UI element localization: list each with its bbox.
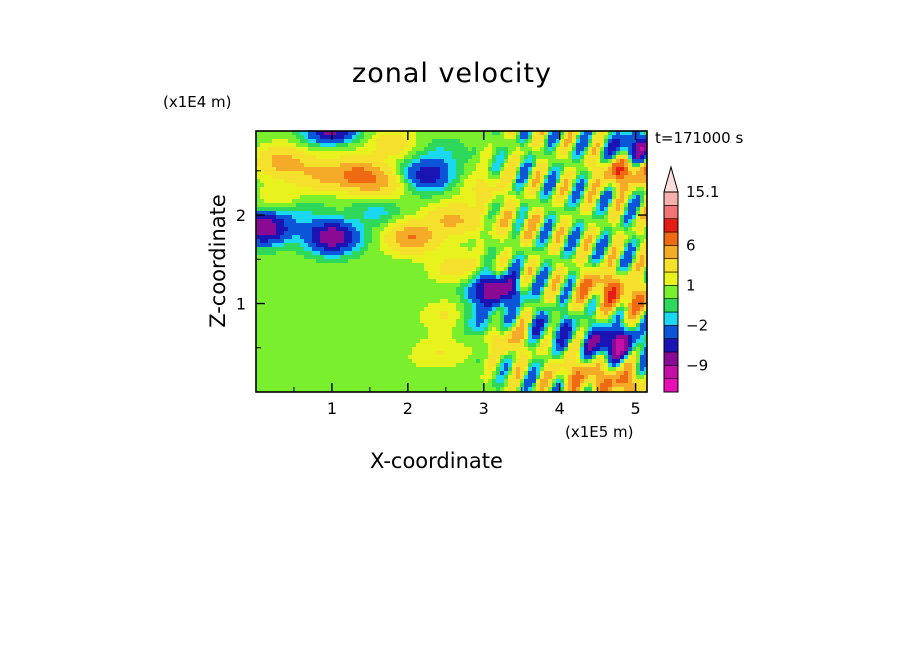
colorbar-segment (663, 191, 679, 206)
plot-frame (255, 130, 648, 393)
heatmap-field (256, 131, 647, 392)
colorbar: 15.1 6 1 −2 −9 (663, 165, 719, 393)
axes: 1 2 3 4 5 1 2 (236, 131, 647, 418)
colorbar-tick-label: 1 (686, 276, 696, 294)
colorbar-segment (663, 338, 679, 353)
colorbar-border (663, 191, 679, 393)
x-tick-label: 3 (479, 399, 489, 418)
chart-title: zonal velocity (352, 58, 552, 89)
colorbar-segment (663, 218, 679, 233)
colorbar-extend-arrow (663, 165, 679, 193)
x-tick-label: 1 (327, 399, 337, 418)
time-label: t=171000 s (655, 129, 744, 147)
colorbar-segment (663, 231, 679, 246)
colorbar-segment (663, 365, 679, 379)
colorbar-tick-label: 6 (686, 236, 696, 254)
x-tick-label: 5 (631, 399, 641, 418)
colorbar-segment (663, 325, 679, 339)
colorbar-segment (663, 311, 679, 326)
y-tick-label: 1 (236, 295, 246, 314)
x-tick-label: 4 (555, 399, 565, 418)
colorbar-segment (663, 271, 679, 286)
x-axis-unit: (x1E5 m) (565, 423, 634, 441)
colorbar-segment (663, 378, 679, 393)
x-axis-label: X-coordinate (370, 449, 503, 473)
colorbar-tick-label: 15.1 (686, 183, 719, 201)
colorbar-segment (663, 298, 679, 313)
x-tick-label: 2 (403, 399, 413, 418)
colorbar-segment (663, 245, 679, 259)
colorbar-tick-label: −2 (686, 316, 708, 334)
colorbar-segment (663, 351, 679, 366)
colorbar-tick-label: −9 (686, 356, 708, 374)
colorbar-segment (663, 258, 679, 273)
y-tick-label: 2 (236, 206, 246, 225)
colorbar-segment (663, 205, 679, 219)
colorbar-segment (663, 285, 679, 299)
y-axis-unit: (x1E4 m) (163, 93, 232, 111)
y-axis-label: Z-coordinate (206, 194, 230, 328)
